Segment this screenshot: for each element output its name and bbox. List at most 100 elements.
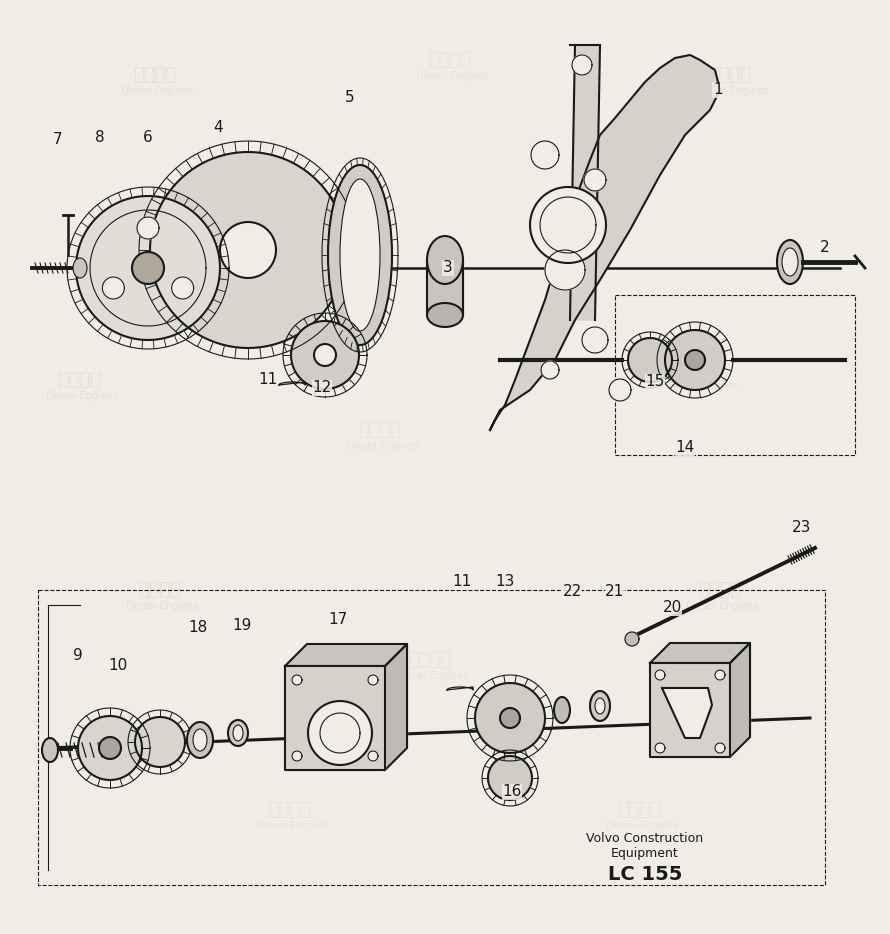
Polygon shape xyxy=(314,344,336,366)
Ellipse shape xyxy=(427,303,463,327)
Text: 13: 13 xyxy=(496,574,514,589)
Polygon shape xyxy=(572,55,592,75)
Text: 22: 22 xyxy=(562,585,582,600)
Text: 紧发动力: 紧发动力 xyxy=(699,581,741,599)
Text: 14: 14 xyxy=(676,441,694,456)
Polygon shape xyxy=(475,683,545,753)
Polygon shape xyxy=(76,196,220,340)
Polygon shape xyxy=(308,701,372,765)
Text: Diesel-Engines: Diesel-Engines xyxy=(416,71,489,81)
Text: 23: 23 xyxy=(792,520,812,535)
Polygon shape xyxy=(102,277,125,299)
Polygon shape xyxy=(137,217,159,239)
Ellipse shape xyxy=(777,240,803,284)
Ellipse shape xyxy=(595,698,605,714)
Polygon shape xyxy=(292,675,302,685)
Polygon shape xyxy=(135,717,185,767)
Polygon shape xyxy=(715,743,725,753)
Text: 紧发动力: 紧发动力 xyxy=(139,581,182,599)
Polygon shape xyxy=(655,670,665,680)
Polygon shape xyxy=(655,743,665,753)
Text: 3: 3 xyxy=(443,261,453,276)
Ellipse shape xyxy=(233,725,243,741)
Ellipse shape xyxy=(340,179,380,331)
Ellipse shape xyxy=(42,738,58,762)
Polygon shape xyxy=(662,688,712,738)
Text: 紧发动力: 紧发动力 xyxy=(269,801,311,819)
Text: Diesel-Engines: Diesel-Engines xyxy=(606,821,678,831)
Polygon shape xyxy=(730,643,750,757)
Polygon shape xyxy=(628,338,672,382)
Text: 19: 19 xyxy=(232,617,252,632)
Polygon shape xyxy=(172,277,194,299)
Polygon shape xyxy=(447,687,473,690)
Text: Diesel-Engines: Diesel-Engines xyxy=(666,381,738,391)
Text: 紧发动力: 紧发动力 xyxy=(134,66,176,84)
Polygon shape xyxy=(625,632,639,646)
Ellipse shape xyxy=(554,697,570,723)
Ellipse shape xyxy=(187,722,213,758)
Polygon shape xyxy=(584,169,606,191)
Polygon shape xyxy=(488,756,532,800)
Text: 4: 4 xyxy=(214,120,222,135)
Text: 5: 5 xyxy=(345,91,355,106)
Text: 紧发动力: 紧发动力 xyxy=(59,371,101,389)
Text: 紧发动力: 紧发动力 xyxy=(428,51,472,69)
Text: 16: 16 xyxy=(502,785,522,800)
Polygon shape xyxy=(545,250,585,290)
Text: 7: 7 xyxy=(53,133,63,148)
Text: Volvo Construction: Volvo Construction xyxy=(587,831,704,844)
Polygon shape xyxy=(531,141,559,169)
Text: 11: 11 xyxy=(258,373,278,388)
Ellipse shape xyxy=(228,720,248,746)
Polygon shape xyxy=(307,644,407,748)
Polygon shape xyxy=(385,644,407,770)
Polygon shape xyxy=(650,643,750,663)
Ellipse shape xyxy=(590,691,610,721)
Text: Diesel-Engines: Diesel-Engines xyxy=(121,86,193,96)
Text: 紧发动力: 紧发动力 xyxy=(359,421,401,439)
Polygon shape xyxy=(285,644,407,666)
Polygon shape xyxy=(582,327,608,353)
Text: Diesel-Engines: Diesel-Engines xyxy=(686,601,758,611)
Polygon shape xyxy=(292,751,302,761)
Text: 6: 6 xyxy=(143,131,153,146)
Polygon shape xyxy=(368,675,378,685)
Polygon shape xyxy=(279,382,305,385)
Ellipse shape xyxy=(328,165,392,345)
Polygon shape xyxy=(78,716,142,780)
Text: 2: 2 xyxy=(821,240,829,256)
Text: 1: 1 xyxy=(713,82,723,97)
Polygon shape xyxy=(99,737,121,759)
Text: 20: 20 xyxy=(662,601,682,616)
Polygon shape xyxy=(427,260,463,315)
Text: 11: 11 xyxy=(452,574,472,589)
Text: Diesel-Engines: Diesel-Engines xyxy=(45,391,118,401)
Polygon shape xyxy=(368,751,378,761)
Polygon shape xyxy=(570,45,600,320)
Polygon shape xyxy=(220,222,276,278)
Text: 紧发动力: 紧发动力 xyxy=(678,361,722,379)
Polygon shape xyxy=(490,55,720,430)
Polygon shape xyxy=(291,321,359,389)
Text: 紧发动力: 紧发动力 xyxy=(708,66,751,84)
Text: 17: 17 xyxy=(328,613,348,628)
Polygon shape xyxy=(685,350,705,370)
Polygon shape xyxy=(530,187,606,263)
Polygon shape xyxy=(132,252,164,284)
Text: 9: 9 xyxy=(73,647,83,662)
Polygon shape xyxy=(609,379,631,401)
Text: 紧发动力: 紧发动力 xyxy=(619,801,661,819)
Text: Diesel-Engines: Diesel-Engines xyxy=(125,601,198,611)
Polygon shape xyxy=(665,330,725,390)
Polygon shape xyxy=(500,708,520,728)
Text: 21: 21 xyxy=(605,585,625,600)
Ellipse shape xyxy=(73,258,87,278)
Polygon shape xyxy=(150,152,346,348)
Text: Diesel-Engines: Diesel-Engines xyxy=(396,671,468,681)
Text: 18: 18 xyxy=(189,620,207,635)
Text: Diesel-Engines: Diesel-Engines xyxy=(696,86,768,96)
Text: Diesel-Engines: Diesel-Engines xyxy=(255,821,328,831)
Ellipse shape xyxy=(193,729,207,751)
Ellipse shape xyxy=(427,236,463,284)
